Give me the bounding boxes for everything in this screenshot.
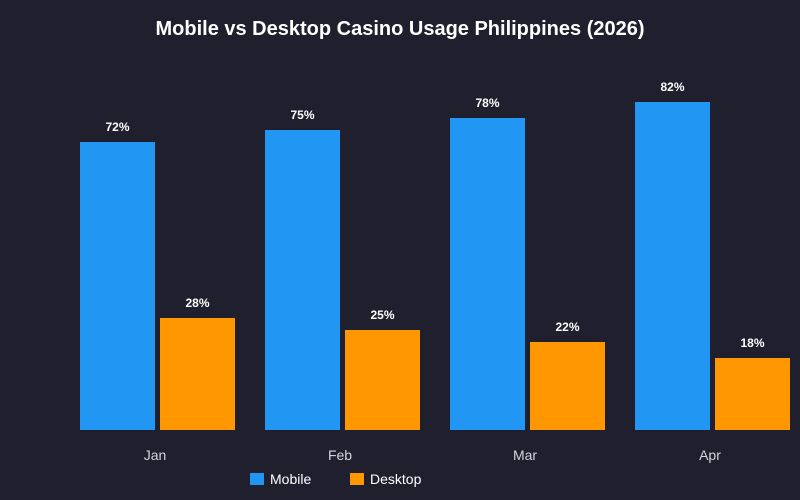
legend-item-mobile[interactable]: Mobile (250, 471, 311, 487)
bar-mobile-mar (450, 118, 525, 430)
legend-swatch-desktop (350, 473, 364, 485)
bar-desktop-feb (345, 330, 420, 430)
bar-mobile-jan (80, 142, 155, 430)
data-label-desktop-feb: 25% (370, 308, 394, 322)
legend: Mobile Desktop (250, 471, 422, 487)
data-label-desktop-mar: 22% (555, 320, 579, 334)
data-label-mobile-jan: 72% (105, 120, 129, 134)
chart-title: Mobile vs Desktop Casino Usage Philippin… (155, 18, 644, 40)
bar-mobile-feb (265, 130, 340, 430)
bar-desktop-jan (160, 318, 235, 430)
data-label-desktop-jan: 28% (185, 296, 209, 310)
legend-label-mobile: Mobile (270, 471, 311, 487)
x-tick-label-mar: Mar (513, 447, 537, 463)
bar-desktop-mar (530, 342, 605, 430)
legend-label-desktop: Desktop (370, 471, 422, 487)
x-tick-label-feb: Feb (328, 447, 352, 463)
data-label-desktop-apr: 18% (740, 336, 764, 350)
data-label-mobile-apr: 82% (660, 80, 684, 94)
bar-desktop-apr (715, 358, 790, 430)
x-tick-label-apr: Apr (699, 447, 721, 463)
legend-swatch-mobile (250, 473, 264, 485)
bar-mobile-apr (635, 102, 710, 430)
data-label-mobile-feb: 75% (290, 108, 314, 122)
data-label-mobile-mar: 78% (475, 96, 499, 110)
x-axis-ticks: Jan Feb Mar Apr (144, 447, 722, 463)
x-tick-label-jan: Jan (144, 447, 167, 463)
legend-item-desktop[interactable]: Desktop (350, 471, 422, 487)
plot-area: 72% 28% 75% 25% 78% 22% 82% 18% (80, 80, 790, 430)
